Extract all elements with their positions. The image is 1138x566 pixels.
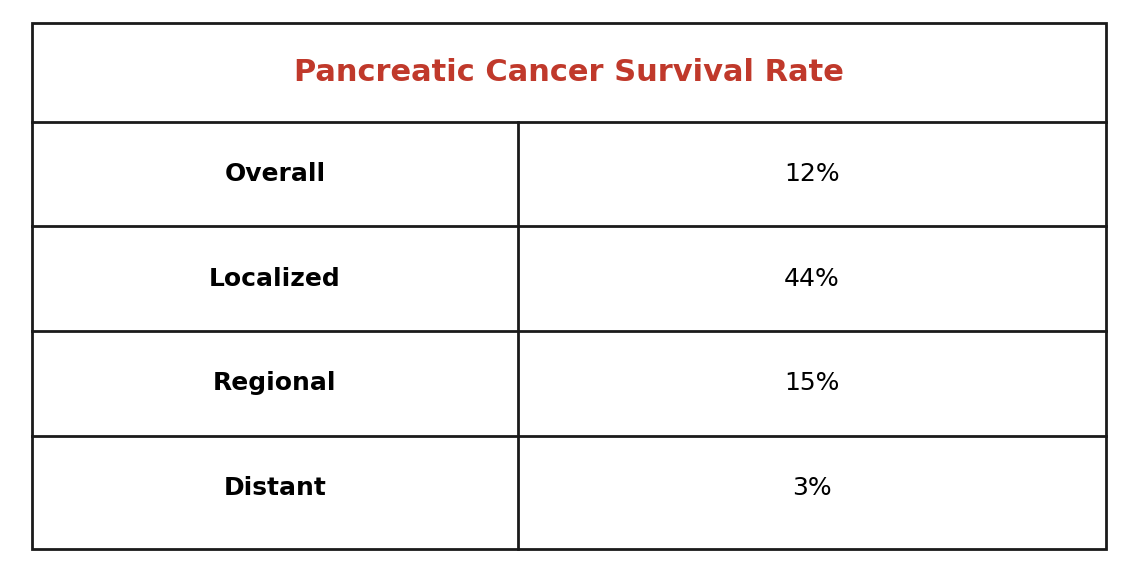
Text: Distant: Distant	[223, 476, 327, 500]
Text: Regional: Regional	[213, 371, 337, 396]
Text: 15%: 15%	[784, 371, 840, 396]
Text: 12%: 12%	[784, 162, 840, 186]
Text: 44%: 44%	[784, 267, 840, 291]
Text: Pancreatic Cancer Survival Rate: Pancreatic Cancer Survival Rate	[294, 58, 844, 87]
Text: Localized: Localized	[209, 267, 340, 291]
Text: Overall: Overall	[224, 162, 325, 186]
Text: 3%: 3%	[792, 476, 832, 500]
